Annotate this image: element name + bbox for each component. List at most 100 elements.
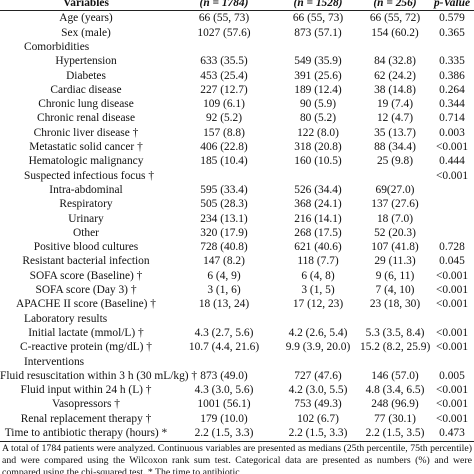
table-cell: 137 (27.6) bbox=[371, 198, 419, 211]
row-label: Resistant bacterial infection bbox=[22, 255, 150, 268]
table-cell: 185 (10.4) bbox=[200, 155, 248, 168]
table-cell: 157 (8.8) bbox=[203, 126, 245, 139]
p-value: <0.001 bbox=[435, 298, 469, 311]
table-cell: 2.2 (1.5, 3.3) bbox=[194, 427, 254, 439]
table-cell: 227 (12.7) bbox=[200, 83, 248, 96]
row-label: Hypertension bbox=[55, 55, 117, 68]
p-value: <0.001 bbox=[435, 384, 469, 397]
table-cell: 6 (4, 8) bbox=[301, 269, 335, 282]
table-cell: 873 (49.0) bbox=[200, 369, 248, 382]
table-cell: 62 (24.2) bbox=[374, 69, 416, 82]
bottom-rule bbox=[0, 441, 474, 443]
table-cell: 66 (55, 72) bbox=[369, 12, 421, 25]
table-cell: 2.2 (1.5, 3.5) bbox=[365, 427, 425, 439]
row-label: Comorbidities bbox=[24, 40, 90, 53]
table-row: SOFA score (Baseline) † 6 (4, 9) 6 (4, 8) 9… bbox=[0, 269, 474, 283]
table-cell: 38 (14.8) bbox=[374, 83, 416, 96]
table-cell: 118 (7.7) bbox=[297, 255, 339, 268]
table-cell: 7 (4, 10) bbox=[375, 284, 415, 296]
table-cell: 77 (30.1) bbox=[374, 412, 416, 425]
table-cell: 29 (11.3) bbox=[374, 255, 416, 268]
row-label: Hematologic malignancy bbox=[28, 155, 144, 168]
p-value: 0.005 bbox=[439, 369, 465, 382]
footnote: A total of 1784 patients were analyzed. … bbox=[2, 443, 472, 474]
table-cell: 23 (18, 30) bbox=[369, 298, 421, 311]
row-label: Interventions bbox=[24, 355, 85, 368]
row-label: Metastatic solid cancer † bbox=[29, 141, 143, 153]
table-cell: 320 (17.9) bbox=[200, 226, 248, 239]
table-cell: 35 (13.7) bbox=[374, 126, 416, 139]
table-cell: 160 (10.5) bbox=[294, 155, 342, 168]
table-cell: 268 (17.5) bbox=[294, 226, 342, 239]
p-value: 0.444 bbox=[439, 155, 465, 168]
table-cell: 6 (4, 9) bbox=[207, 269, 241, 282]
row-label: Age (years) bbox=[59, 12, 113, 25]
table-cell: 595 (33.4) bbox=[200, 183, 248, 196]
table-row: Positive blood cultures 728 (40.8) 621 (40… bbox=[0, 240, 474, 254]
table-cell: 453 (25.4) bbox=[200, 69, 248, 82]
row-label: APACHE II score (Baseline) † bbox=[15, 298, 157, 311]
table-cell: 3 (1, 5) bbox=[301, 284, 335, 296]
table-cell: 633 (35.5) bbox=[200, 55, 248, 68]
p-value: 0.579 bbox=[439, 12, 465, 25]
table-row: Initial lactate (mmol/L) † 4.3 (2.7, 5.6)… bbox=[0, 326, 474, 340]
table-row: Age (years) 66 (55, 73) 66 (55, 73) 66 (55,… bbox=[0, 11, 474, 25]
p-value: 0.335 bbox=[439, 55, 465, 68]
row-label: Positive blood cultures bbox=[33, 241, 139, 254]
p-value: <0.001 bbox=[435, 141, 469, 153]
table-cell: 406 (22.8) bbox=[200, 141, 248, 153]
table-cell: 102 (6.7) bbox=[297, 412, 339, 425]
table-cell: 2.2 (1.5, 3.3) bbox=[288, 427, 348, 439]
table-cell: 5.3 (3.5, 8.4) bbox=[365, 326, 425, 339]
table-cell: 1001 (56.1) bbox=[197, 398, 251, 411]
table-cell: 727 (47.6) bbox=[294, 369, 342, 382]
table-cell: 621 (40.6) bbox=[294, 241, 342, 254]
table-cell: 368 (24.1) bbox=[294, 198, 342, 211]
table-cell: 9.9 (3.9, 20.0) bbox=[285, 341, 351, 354]
table-row: Diabetes 453 (25.4) 391 (25.6) 62 (24.2) 0.3… bbox=[0, 69, 474, 83]
table-cell: 107 (41.8) bbox=[371, 241, 419, 254]
table-cell: 66 (55, 73) bbox=[198, 12, 250, 25]
p-value: <0.001 bbox=[435, 284, 469, 296]
table-cell: 15.2 (8.2, 25.9) bbox=[360, 341, 431, 354]
p-value: 0.386 bbox=[439, 69, 465, 82]
table-cell: 122 (8.0) bbox=[297, 126, 339, 139]
header-cell: p-Value bbox=[433, 0, 471, 9]
table-cell: 318 (20.8) bbox=[294, 141, 342, 153]
table-row: Laboratory results bbox=[0, 312, 474, 326]
header-cell: (n = 256) bbox=[373, 0, 417, 9]
table-cell: 69(27.0) bbox=[375, 183, 415, 196]
table-cell: 66 (55, 73) bbox=[292, 12, 344, 25]
row-label: Urinary bbox=[68, 212, 104, 225]
table-row: Other 320 (17.9) 268 (17.5) 52 (20.3) bbox=[0, 226, 474, 240]
header-row: Variables (n = 1784) (n = 1528) (n = 256) p-… bbox=[0, 0, 474, 10]
p-value: <0.001 bbox=[435, 269, 469, 282]
table-row: Intra-abdominal 595 (33.4) 526 (34.4) 69(27… bbox=[0, 183, 474, 197]
table-cell: 505 (28.3) bbox=[200, 198, 248, 211]
header-rule bbox=[0, 10, 474, 12]
table-row: Renal replacement therapy † 179 (10.0) 102… bbox=[0, 412, 474, 426]
header-cell: Variables bbox=[63, 0, 109, 9]
header-cell: (n = 1784) bbox=[199, 0, 249, 9]
row-label: Renal replacement therapy † bbox=[20, 412, 152, 425]
table-row: Chronic liver disease † 157 (8.8) 122 (8.0… bbox=[0, 126, 474, 140]
p-value: 0.473 bbox=[439, 427, 465, 439]
p-value: <0.001 bbox=[435, 398, 469, 411]
table-cell: 147 (8.2) bbox=[203, 255, 245, 268]
table-cell: 728 (40.8) bbox=[200, 241, 248, 254]
table-cell: 52 (20.3) bbox=[374, 226, 416, 239]
table-cell: 391 (25.6) bbox=[294, 69, 342, 82]
table-cell: 146 (57.0) bbox=[371, 369, 419, 382]
table-cell: 19 (7.4) bbox=[376, 98, 414, 111]
table-cell: 4.2 (2.6, 5.4) bbox=[288, 326, 348, 339]
table-cell: 248 (96.9) bbox=[371, 398, 419, 411]
table-cell: 18 (13, 24) bbox=[198, 298, 250, 311]
table-cell: 10.7 (4.4, 21.6) bbox=[188, 341, 260, 354]
table-cell: 154 (60.2) bbox=[371, 26, 419, 39]
row-label: Suspected infectious focus † bbox=[24, 169, 155, 182]
table-row: SOFA score (Day 3) † 3 (1, 6) 3 (1, 5) 7 (4… bbox=[0, 283, 474, 297]
p-value: 0.714 bbox=[439, 112, 465, 125]
table-row: Comorbidities bbox=[0, 40, 474, 54]
p-value: 0.344 bbox=[439, 98, 465, 111]
table-cell: 3 (1, 6) bbox=[207, 284, 241, 296]
